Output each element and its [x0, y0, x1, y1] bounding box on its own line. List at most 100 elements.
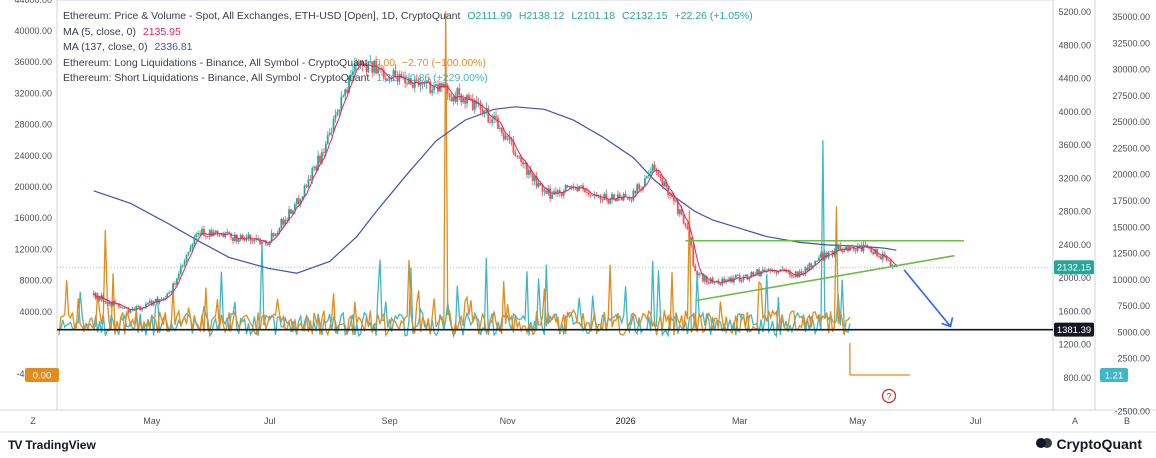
candle-body [558, 190, 561, 193]
candle-body [365, 64, 368, 72]
candle-body [483, 110, 486, 113]
candle-body [174, 283, 176, 285]
candle-body [431, 90, 434, 93]
candle-body [183, 260, 186, 265]
candle-body [607, 199, 610, 204]
candle-body [883, 253, 886, 256]
candle-body [334, 115, 337, 120]
candle-body [796, 271, 799, 278]
candle-body [468, 95, 470, 99]
price-axis-tick: 2400.00 [1058, 240, 1091, 250]
right-axis-tick: -2500.00 [1114, 406, 1150, 416]
left-axis-tick: 44000.00 [14, 0, 52, 5]
candle-body [593, 195, 596, 197]
legend-price-title: Ethereum: Price & Volume - Spot, All Exc… [63, 10, 461, 22]
candle-body [543, 190, 546, 192]
price-axis-tick: 3200.00 [1058, 173, 1091, 183]
candle-body [539, 182, 542, 186]
right-axis-tick: 17500.00 [1112, 196, 1150, 206]
left-axis-tick: 32000.00 [14, 88, 52, 98]
candle-body [895, 266, 898, 268]
candle-body [299, 199, 302, 204]
candle-body [367, 61, 370, 72]
candle-body [359, 60, 362, 66]
legend-short-liq-row[interactable]: Ethereum: Short Liquidations - Binance, … [63, 71, 753, 87]
candle-body [661, 178, 664, 186]
candle-body [458, 88, 461, 95]
price-axis-tick: 1200.00 [1058, 340, 1091, 350]
candle-body [243, 239, 246, 241]
candle-body [587, 192, 590, 195]
candle-body [495, 115, 497, 118]
candle-body [557, 190, 559, 193]
candle-body [361, 60, 364, 67]
candle-body [777, 271, 780, 273]
support-tag: 1381.39 [1057, 325, 1091, 336]
candle-body [618, 194, 621, 197]
candle-body [195, 234, 198, 237]
candle-body [746, 274, 749, 280]
short-liq-tag-bg [1100, 368, 1128, 382]
time-axis-tick: 2026 [616, 416, 636, 426]
candle-body [502, 133, 505, 140]
candle-body [346, 89, 348, 93]
candle-body [127, 308, 130, 313]
candle-body [580, 185, 583, 187]
cryptoquant-mark-icon [1036, 438, 1053, 450]
candle-body [628, 198, 631, 200]
candle-body [719, 284, 722, 285]
projection-arrowhead [941, 317, 954, 328]
candle-body [599, 195, 602, 200]
candle-body [121, 307, 124, 309]
candle-body [870, 248, 873, 253]
candle-body [411, 84, 414, 88]
right-axis-tick: 27500.00 [1112, 91, 1150, 101]
candle-body [437, 84, 439, 92]
tradingview-logo[interactable]: TV TradingView [8, 438, 96, 452]
support-tag-bg [1054, 322, 1094, 337]
candle-body [752, 272, 755, 276]
price-axis-tick: 4400.00 [1058, 74, 1091, 84]
candle-body [566, 185, 569, 188]
candle-body [444, 84, 447, 86]
legend-long-liq-row[interactable]: Ethereum: Long Liquidations - Binance, A… [63, 56, 753, 72]
candle-body [876, 249, 878, 257]
candle-body [615, 199, 617, 201]
event-marker-icon[interactable] [881, 388, 897, 404]
candle-body [392, 70, 395, 78]
legend-ma5-row[interactable]: MA (5, close, 0) 2135.95 [63, 25, 753, 41]
projection-arrow[interactable] [903, 269, 952, 327]
candle-body [748, 277, 751, 280]
candle-body [684, 223, 687, 227]
candle-body [518, 156, 521, 158]
candle-body [117, 303, 120, 307]
candle-body [162, 298, 165, 300]
right-axis-tick: 25000.00 [1112, 117, 1150, 127]
candle-body [868, 248, 871, 249]
candle-body [537, 182, 540, 187]
candle-body [129, 310, 132, 313]
candle-body [872, 252, 875, 254]
time-axis-tick: Mar [732, 416, 748, 426]
candle-body [744, 274, 747, 277]
cryptoquant-logo: CryptoQuant [1036, 436, 1142, 452]
candle-body [756, 269, 759, 275]
candle-body [158, 299, 161, 303]
candle-body [404, 76, 407, 84]
candle-body [609, 199, 612, 204]
legend-price-row[interactable]: Ethereum: Price & Volume - Spot, All Exc… [63, 9, 753, 25]
candle-body [268, 241, 271, 245]
legend-ma137-row[interactable]: MA (137, close, 0) 2336.81 [63, 40, 753, 56]
trend-line-2[interactable] [695, 254, 955, 302]
candle-body [584, 189, 586, 193]
candle-body [350, 74, 352, 77]
candle-body [375, 60, 378, 74]
candle-body [854, 249, 857, 251]
candle-body [647, 173, 650, 177]
candle-body [725, 279, 728, 282]
right-axis-tick: 32500.00 [1112, 38, 1150, 48]
corner-label-right: B [1124, 416, 1130, 426]
candle-body [353, 63, 356, 72]
